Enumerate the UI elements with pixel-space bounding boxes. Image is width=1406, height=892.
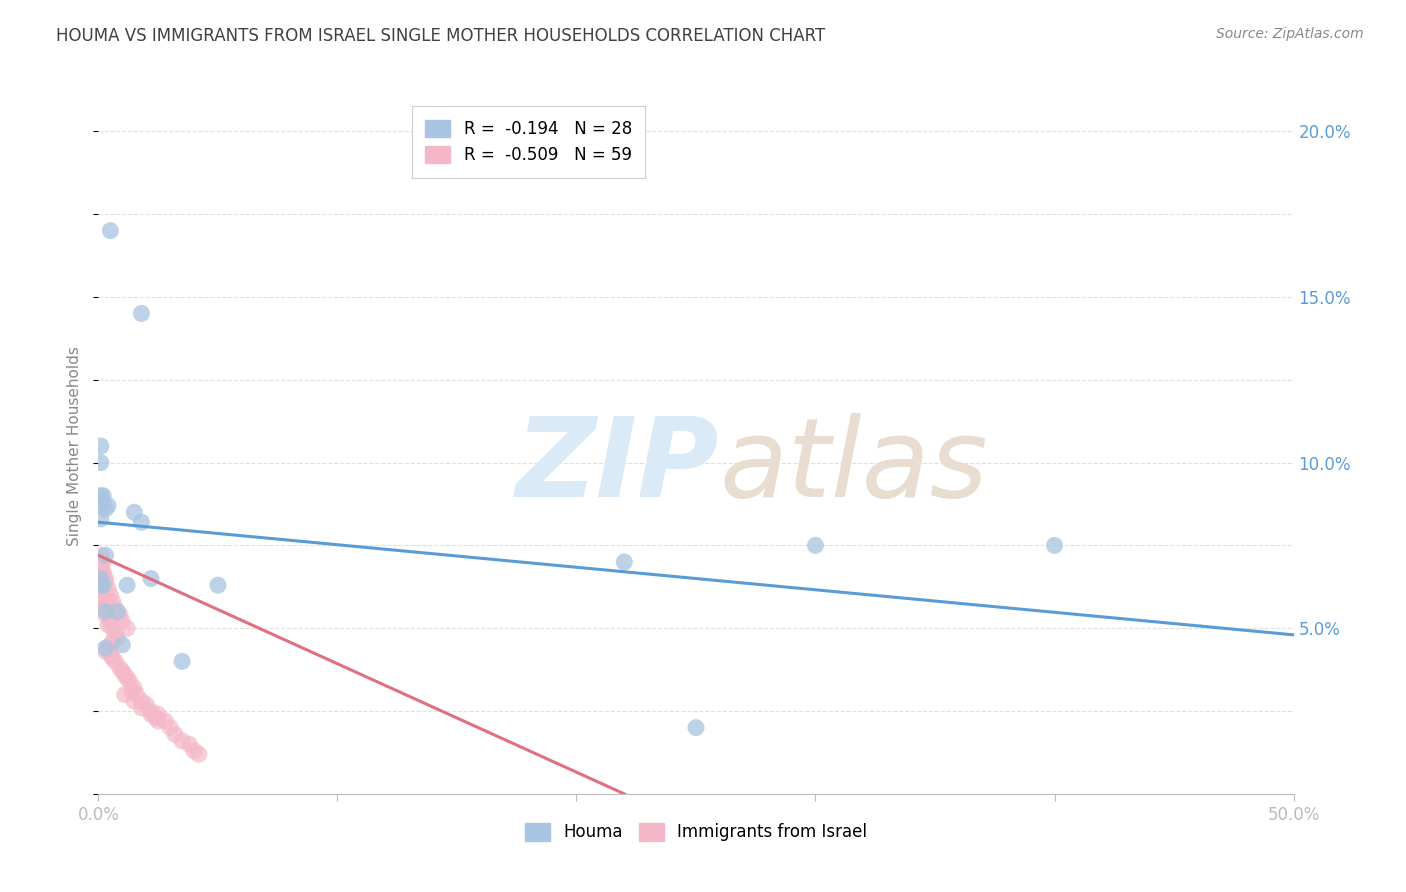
Point [118,674,141,689]
Point [139,572,162,586]
Point [97,618,120,632]
Point [145,711,167,725]
Point [98,224,122,238]
Point [114,667,136,681]
Point [94,572,117,586]
Point [125,688,148,702]
Point [94,607,117,622]
Point [94,644,117,658]
Point [97,641,120,656]
Point [124,681,146,695]
Point [97,499,120,513]
Point [101,595,124,609]
Point [804,538,827,552]
Point [124,694,146,708]
Point [91,582,114,596]
Point [685,721,707,735]
Y-axis label: Single Mother Households: Single Mother Households [67,346,83,546]
Point [90,512,112,526]
Point [131,515,153,529]
Point [139,704,162,718]
Point [104,628,127,642]
Legend: Houma, Immigrants from Israel: Houma, Immigrants from Israel [517,816,875,848]
Point [172,654,194,668]
Point [187,747,209,761]
Point [172,734,194,748]
Point [90,572,112,586]
Text: Source: ZipAtlas.com: Source: ZipAtlas.com [1216,27,1364,41]
Point [101,651,124,665]
Point [159,721,181,735]
Point [94,574,117,589]
Point [121,684,143,698]
Point [139,707,162,722]
Point [115,621,138,635]
Point [108,607,131,622]
Point [1043,538,1066,552]
Point [124,505,146,519]
Point [91,489,114,503]
Point [91,601,114,615]
Text: atlas: atlas [720,413,988,520]
Point [155,714,177,728]
Point [107,605,129,619]
Point [90,588,112,602]
Point [131,694,153,708]
Point [91,568,114,582]
Point [90,456,112,470]
Point [179,737,201,751]
Point [94,502,117,516]
Point [114,688,136,702]
Point [90,578,112,592]
Point [91,578,114,592]
Point [108,661,131,675]
Point [91,595,114,609]
Point [90,549,112,563]
Text: ZIP: ZIP [516,413,720,520]
Point [183,744,205,758]
Point [148,714,170,728]
Point [91,565,114,579]
Point [107,631,129,645]
Point [148,707,170,722]
Point [90,439,112,453]
Point [90,489,112,503]
Point [94,605,117,619]
Point [90,561,112,575]
Point [115,671,138,685]
Point [98,615,122,629]
Point [613,555,636,569]
Point [97,582,120,596]
Point [101,634,124,648]
Point [131,306,153,320]
Point [111,665,134,679]
Point [111,638,134,652]
Point [101,621,124,635]
Point [90,561,112,575]
Point [91,495,114,509]
Point [131,700,153,714]
Point [94,598,117,612]
Point [90,578,112,592]
Text: HOUMA VS IMMIGRANTS FROM ISRAEL SINGLE MOTHER HOUSEHOLDS CORRELATION CHART: HOUMA VS IMMIGRANTS FROM ISRAEL SINGLE M… [56,27,825,45]
Point [98,588,122,602]
Point [98,648,122,662]
Point [135,698,157,712]
Point [207,578,229,592]
Point [91,555,114,569]
Point [98,638,122,652]
Point [115,578,138,592]
Point [94,549,117,563]
Point [111,615,134,629]
Point [104,601,127,615]
Point [94,641,117,656]
Point [104,654,127,668]
Point [163,727,186,741]
